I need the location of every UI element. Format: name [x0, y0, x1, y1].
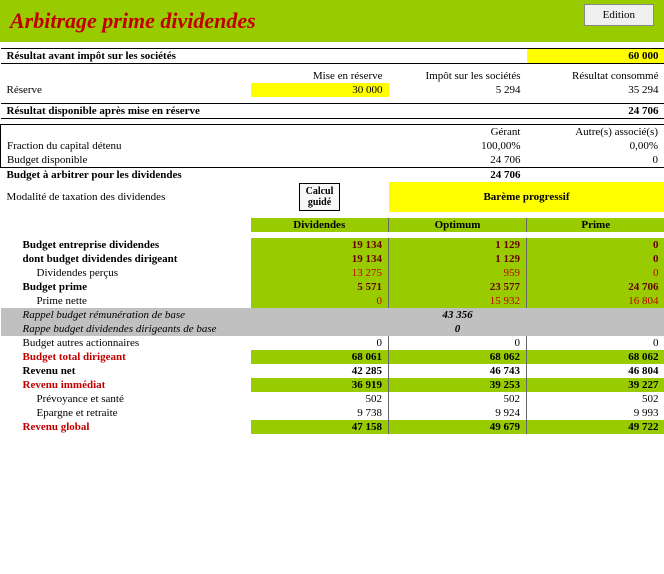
- rest-2-label: Revenu net: [1, 364, 251, 378]
- col-header-optimum: Optimum: [389, 218, 527, 232]
- rest-1-label: Budget total dirigeant: [1, 350, 251, 364]
- resultat-avant-impot-value: 60 000: [527, 48, 664, 63]
- row-2-label: Dividendes perçus: [1, 266, 251, 280]
- resultat-dispo-label: Résultat disponible après mise en réserv…: [1, 103, 527, 118]
- rest-2-o: 46 743: [389, 364, 527, 378]
- col-header-prime: Prime: [527, 218, 664, 232]
- row-3-o: 23 577: [389, 280, 527, 294]
- rest-6-p: 49 722: [527, 420, 664, 434]
- calc-btn-line2: guidé: [308, 197, 331, 208]
- rest-3-o: 39 253: [389, 378, 527, 392]
- row-4-p: 16 804: [527, 294, 664, 308]
- row-4-label: Prime nette: [1, 294, 251, 308]
- resultat-avant-impot-label: Résultat avant impôt sur les sociétés: [1, 48, 527, 63]
- row-1-p: 0: [527, 252, 664, 266]
- col-header-gerant: Gérant: [389, 124, 527, 139]
- rest-2-d: 42 285: [251, 364, 389, 378]
- rest-2-p: 46 804: [527, 364, 664, 378]
- fraction-autres: 0,00%: [527, 139, 664, 153]
- gray-row-2-value: 0: [389, 322, 527, 336]
- rest-3-d: 36 919: [251, 378, 389, 392]
- row-1-o: 1 129: [389, 252, 527, 266]
- rest-5-label: Epargne et retraite: [1, 406, 251, 420]
- row-3-label: Budget prime: [1, 280, 251, 294]
- rest-6-o: 49 679: [389, 420, 527, 434]
- col-header-impot: Impôt sur les sociétés: [389, 69, 527, 83]
- budget-dispo-autres: 0: [527, 153, 664, 168]
- rest-5-d: 9 738: [251, 406, 389, 420]
- fraction-gerant: 100,00%: [389, 139, 527, 153]
- rest-4-label: Prévoyance et santé: [1, 392, 251, 406]
- rest-0-label: Budget autres actionnaires: [1, 336, 251, 350]
- budget-arbitrer-label: Budget à arbitrer pour les dividendes: [1, 167, 389, 182]
- reserve-label: Réserve: [1, 83, 251, 97]
- page-title: Arbitrage prime dividendes: [10, 8, 256, 34]
- modalite-label: Modalité de taxation des dividendes: [1, 182, 251, 212]
- consomme-value: 35 294: [527, 83, 664, 97]
- row-2-o: 959: [389, 266, 527, 280]
- row-3-d: 5 571: [251, 280, 389, 294]
- title-bar: Arbitrage prime dividendes Edition: [0, 0, 664, 42]
- row-0-label: Budget entreprise dividendes: [1, 238, 251, 252]
- rest-4-o: 502: [389, 392, 527, 406]
- row-2-p: 0: [527, 266, 664, 280]
- rest-5-p: 9 993: [527, 406, 664, 420]
- rest-5-o: 9 924: [389, 406, 527, 420]
- resultat-dispo-value: 24 706: [527, 103, 664, 118]
- budget-arbitrer-value: 24 706: [389, 167, 527, 182]
- budget-dispo-label: Budget disponible: [1, 153, 251, 168]
- rest-6-label: Revenu global: [1, 420, 251, 434]
- budget-dispo-gerant: 24 706: [389, 153, 527, 168]
- rest-0-d: 0: [251, 336, 389, 350]
- worksheet: Résultat avant impôt sur les sociétés 60…: [0, 42, 664, 434]
- rest-1-d: 68 061: [251, 350, 389, 364]
- gray-row-2-label: Rappe budget dividendes dirigeants de ba…: [1, 322, 251, 336]
- rest-3-label: Revenu immédiat: [1, 378, 251, 392]
- rest-6-d: 47 158: [251, 420, 389, 434]
- col-header-consomme: Résultat consommé: [527, 69, 664, 83]
- rest-3-p: 39 227: [527, 378, 664, 392]
- col-header-reserve: Mise en réserve: [251, 69, 389, 83]
- impot-value: 5 294: [389, 83, 527, 97]
- row-0-d: 19 134: [251, 238, 389, 252]
- edition-button[interactable]: Edition: [584, 4, 654, 26]
- row-1-label: dont budget dividendes dirigeant: [1, 252, 251, 266]
- bareme-value: Barème progressif: [389, 182, 664, 212]
- calcul-guide-button[interactable]: Calcul guidé: [299, 183, 341, 211]
- gray-row-1-value: 43 356: [389, 308, 527, 322]
- row-4-o: 15 932: [389, 294, 527, 308]
- rest-1-o: 68 062: [389, 350, 527, 364]
- row-2-d: 13 275: [251, 266, 389, 280]
- rest-0-p: 0: [527, 336, 664, 350]
- row-4-d: 0: [251, 294, 389, 308]
- rest-4-d: 502: [251, 392, 389, 406]
- calc-btn-line1: Calcul: [306, 186, 334, 197]
- rest-4-p: 502: [527, 392, 664, 406]
- row-3-p: 24 706: [527, 280, 664, 294]
- reserve-value: 30 000: [251, 83, 389, 97]
- row-0-p: 0: [527, 238, 664, 252]
- fraction-label: Fraction du capital détenu: [1, 139, 251, 153]
- row-0-o: 1 129: [389, 238, 527, 252]
- rest-0-o: 0: [389, 336, 527, 350]
- gray-row-1-label: Rappel budget rémunération de base: [1, 308, 251, 322]
- rest-1-p: 68 062: [527, 350, 664, 364]
- col-header-dividendes: Dividendes: [251, 218, 389, 232]
- row-1-d: 19 134: [251, 252, 389, 266]
- col-header-autres: Autre(s) associé(s): [527, 124, 664, 139]
